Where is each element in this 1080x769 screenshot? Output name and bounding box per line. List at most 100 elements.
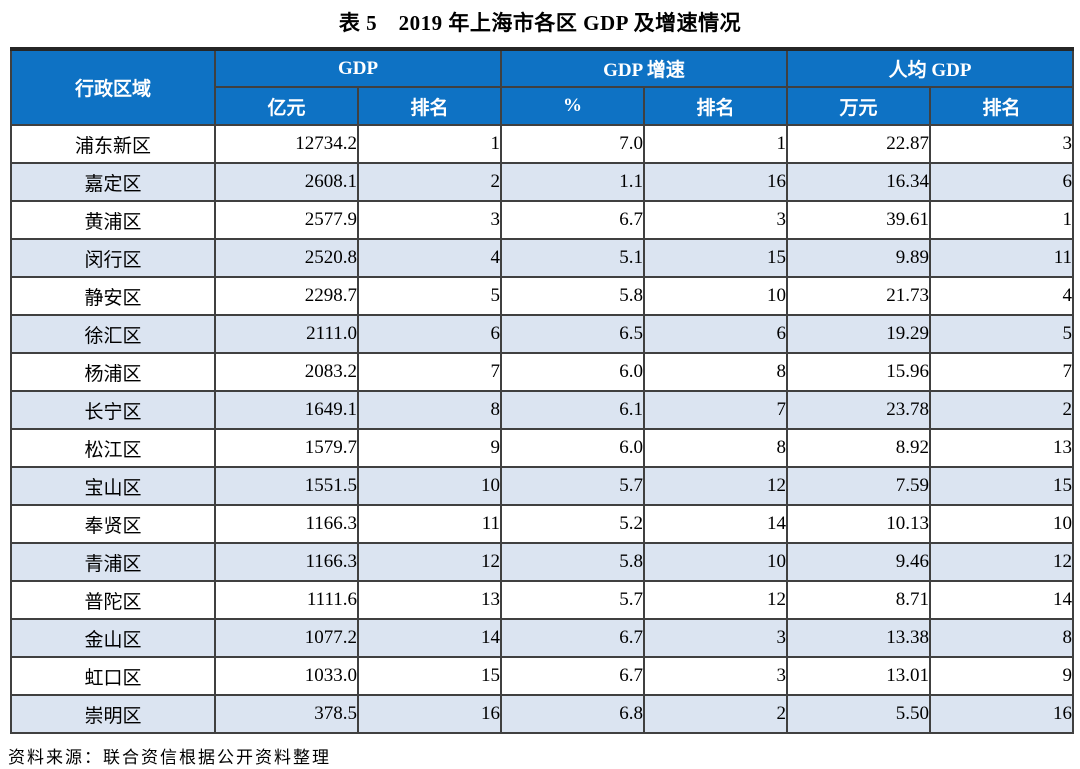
gdp-value-cell: 2608.1: [214, 162, 359, 202]
growth-value-cell: 1.1: [500, 162, 646, 202]
per-capita-value-cell: 8.92: [786, 428, 932, 468]
source-note: 资料来源：联合资信根据公开资料整理: [8, 748, 331, 767]
header-growth-rank: 排名: [643, 86, 789, 126]
growth-rank-cell: 8: [643, 352, 789, 392]
per-capita-rank-cell: 6: [929, 162, 1075, 202]
gdp-value-cell: 12734.2: [214, 124, 359, 164]
growth-rank-cell: 3: [643, 618, 789, 658]
growth-value-cell: 6.8: [500, 694, 646, 734]
growth-rank-cell: 10: [643, 276, 789, 316]
region-cell: 金山区: [10, 618, 216, 658]
table-row: 奉贤区 1166.3 11 5.2 14 10.13 10: [10, 504, 1075, 544]
gdp-rank-cell: 12: [356, 542, 503, 582]
gdp-value-cell: 2520.8: [214, 238, 359, 278]
gdp-value-cell: 1551.5: [214, 466, 359, 506]
header-growth-unit: %: [500, 86, 646, 126]
gdp-rank-cell: 14: [356, 618, 503, 658]
per-capita-value-cell: 19.29: [786, 314, 932, 354]
gdp-value-cell: 2083.2: [214, 352, 359, 392]
per-capita-rank-cell: 5: [929, 314, 1075, 354]
per-capita-rank-cell: 12: [929, 542, 1075, 582]
growth-value-cell: 6.0: [500, 428, 646, 468]
document-page: 表 5 2019 年上海市各区 GDP 及增速情况 行政区域 GDP GDP 增…: [0, 7, 1080, 768]
per-capita-value-cell: 13.01: [786, 656, 932, 696]
table-row: 静安区 2298.7 5 5.8 10 21.73 4: [10, 276, 1075, 316]
per-capita-rank-cell: 16: [929, 694, 1075, 734]
per-capita-value-cell: 23.78: [786, 390, 932, 430]
header-group-row: 行政区域 GDP GDP 增速 人均 GDP: [10, 48, 1075, 126]
growth-value-cell: 6.7: [500, 618, 646, 658]
table-row: 普陀区 1111.6 13 5.7 12 8.71 14: [10, 580, 1075, 620]
gdp-rank-cell: 6: [356, 314, 503, 354]
region-cell: 闵行区: [10, 238, 216, 278]
per-capita-rank-cell: 8: [929, 618, 1075, 658]
gdp-value-cell: 378.5: [214, 694, 359, 734]
gdp-value-cell: 1579.7: [214, 428, 359, 468]
gdp-value-cell: 1649.1: [214, 390, 359, 430]
per-capita-rank-cell: 10: [929, 504, 1075, 544]
gdp-value-cell: 1166.3: [214, 504, 359, 544]
per-capita-rank-cell: 4: [929, 276, 1075, 316]
per-capita-value-cell: 9.46: [786, 542, 932, 582]
header-gdp-rank: 排名: [356, 86, 503, 126]
gdp-value-cell: 1111.6: [214, 580, 359, 620]
region-cell: 嘉定区: [10, 162, 216, 202]
table-header: 行政区域 GDP GDP 增速 人均 GDP 亿元 排名 % 排名 万元 排名: [10, 48, 1075, 126]
growth-value-cell: 6.7: [500, 656, 646, 696]
per-capita-value-cell: 21.73: [786, 276, 932, 316]
region-cell: 浦东新区: [10, 124, 216, 164]
region-cell: 崇明区: [10, 694, 216, 734]
table-row: 虹口区 1033.0 15 6.7 3 13.01 9: [10, 656, 1075, 696]
growth-value-cell: 6.5: [500, 314, 646, 354]
header-pc-rank: 排名: [929, 86, 1075, 126]
gdp-rank-cell: 1: [356, 124, 503, 164]
per-capita-value-cell: 5.50: [786, 694, 932, 734]
gdp-rank-cell: 7: [356, 352, 503, 392]
growth-rank-cell: 1: [643, 124, 789, 164]
region-cell: 静安区: [10, 276, 216, 316]
growth-rank-cell: 8: [643, 428, 789, 468]
gdp-rank-cell: 11: [356, 504, 503, 544]
growth-rank-cell: 3: [643, 656, 789, 696]
header-gdp-growth: GDP 增速: [500, 48, 789, 88]
growth-value-cell: 5.2: [500, 504, 646, 544]
table-row: 长宁区 1649.1 8 6.1 7 23.78 2: [10, 390, 1075, 430]
growth-value-cell: 6.7: [500, 200, 646, 240]
growth-rank-cell: 2: [643, 694, 789, 734]
table-title: 表 5 2019 年上海市各区 GDP 及增速情况: [338, 11, 742, 35]
growth-rank-cell: 12: [643, 466, 789, 506]
per-capita-value-cell: 15.96: [786, 352, 932, 392]
gdp-value-cell: 2577.9: [214, 200, 359, 240]
gdp-rank-cell: 8: [356, 390, 503, 430]
header-gdp-unit: 亿元: [214, 86, 359, 126]
per-capita-rank-cell: 2: [929, 390, 1075, 430]
region-cell: 杨浦区: [10, 352, 216, 392]
growth-value-cell: 6.0: [500, 352, 646, 392]
per-capita-value-cell: 13.38: [786, 618, 932, 658]
table-row: 崇明区 378.5 16 6.8 2 5.50 16: [10, 694, 1075, 734]
header-pc-unit: 万元: [786, 86, 932, 126]
gdp-rank-cell: 5: [356, 276, 503, 316]
per-capita-value-cell: 16.34: [786, 162, 932, 202]
growth-value-cell: 5.1: [500, 238, 646, 278]
gdp-rank-cell: 2: [356, 162, 503, 202]
per-capita-rank-cell: 15: [929, 466, 1075, 506]
growth-rank-cell: 14: [643, 504, 789, 544]
per-capita-value-cell: 9.89: [786, 238, 932, 278]
table-row: 宝山区 1551.5 10 5.7 12 7.59 15: [10, 466, 1075, 506]
table-row: 松江区 1579.7 9 6.0 8 8.92 13: [10, 428, 1075, 468]
gdp-value-cell: 2298.7: [214, 276, 359, 316]
growth-value-cell: 5.8: [500, 542, 646, 582]
table-row: 青浦区 1166.3 12 5.8 10 9.46 12: [10, 542, 1075, 582]
table-row: 嘉定区 2608.1 2 1.1 16 16.34 6: [10, 162, 1075, 202]
growth-rank-cell: 16: [643, 162, 789, 202]
per-capita-rank-cell: 9: [929, 656, 1075, 696]
gdp-value-cell: 1166.3: [214, 542, 359, 582]
growth-value-cell: 7.0: [500, 124, 646, 164]
gdp-value-cell: 2111.0: [214, 314, 359, 354]
gdp-value-cell: 1033.0: [214, 656, 359, 696]
gdp-value-cell: 1077.2: [214, 618, 359, 658]
gdp-rank-cell: 10: [356, 466, 503, 506]
per-capita-rank-cell: 13: [929, 428, 1075, 468]
region-cell: 宝山区: [10, 466, 216, 506]
